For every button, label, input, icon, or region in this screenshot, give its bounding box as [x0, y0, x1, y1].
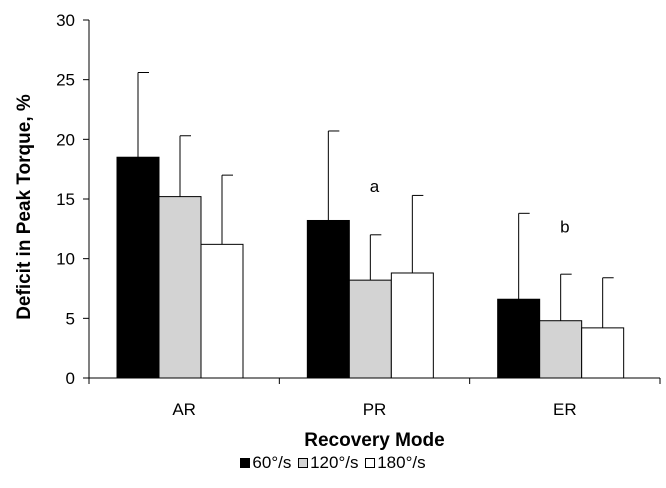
bar — [158, 196, 202, 379]
significance-annotation: b — [560, 217, 569, 236]
y-tick-label: 10 — [56, 250, 75, 269]
y-tick-label: 0 — [66, 369, 75, 388]
significance-annotation: a — [370, 177, 380, 196]
x-category-label: PR — [363, 400, 387, 419]
y-axis-title: Deficit in Peak Torque, % — [14, 94, 35, 320]
y-ticks-layer: 0 5 10 15 20 25 30 — [56, 11, 89, 388]
y-tick-label: 20 — [56, 130, 75, 149]
x-category-label: AR — [172, 400, 196, 419]
bar — [116, 156, 160, 379]
legend-swatch-180 — [365, 458, 376, 468]
bar — [306, 219, 350, 379]
y-tick-label: 5 — [66, 309, 75, 328]
legend-item-60: 60°/s — [240, 452, 291, 474]
bar — [348, 279, 392, 379]
legend-item-120: 120°/s — [298, 452, 358, 474]
legend-item-180: 180°/s — [365, 452, 426, 474]
bar — [390, 272, 434, 379]
legend-label-120: 120°/s — [310, 453, 359, 472]
legend-label-180: 180°/s — [377, 453, 426, 472]
y-tick-label: 15 — [56, 190, 75, 209]
bar — [539, 320, 583, 379]
x-categories-layer: AR PR ER — [88, 378, 661, 419]
legend-swatch-120 — [298, 458, 309, 468]
y-tick-label: 25 — [56, 71, 75, 90]
bar — [200, 243, 244, 379]
legend-label-60: 60°/s — [252, 453, 292, 472]
bar — [581, 327, 625, 379]
x-axis-title: Recovery Mode — [304, 430, 444, 450]
error-bars-layer — [137, 72, 614, 328]
x-category-label: ER — [553, 400, 577, 419]
annotations-layer: ab — [370, 177, 570, 237]
legend: 60°/s 120°/s 180°/s — [0, 452, 666, 474]
legend-swatch-60 — [240, 458, 251, 468]
y-tick-label: 30 — [56, 11, 75, 30]
bar — [497, 298, 541, 379]
